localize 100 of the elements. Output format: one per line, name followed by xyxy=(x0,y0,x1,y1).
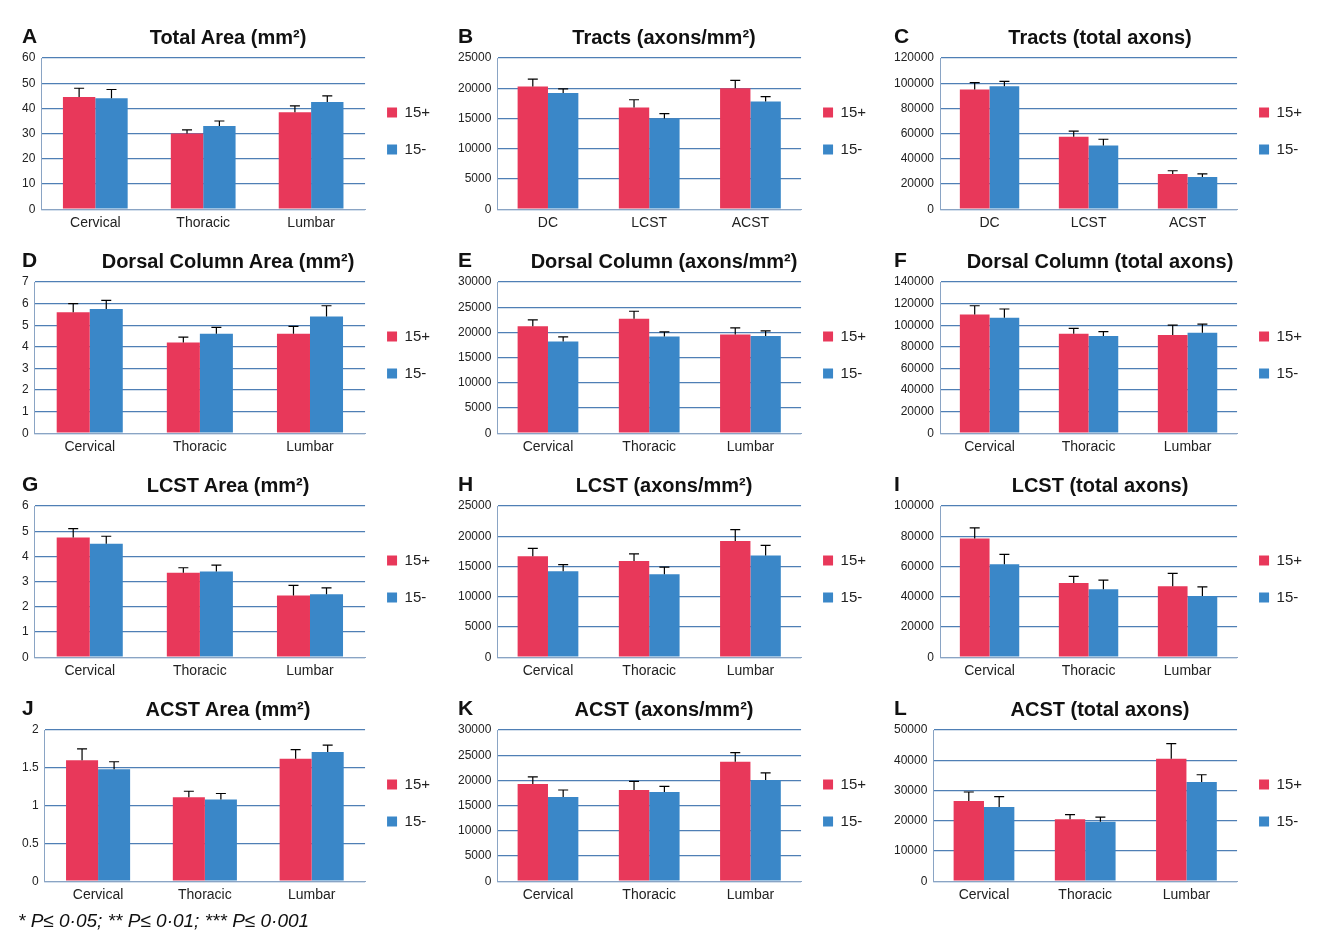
text: J xyxy=(22,696,34,720)
y-tick-label: 10000 xyxy=(457,823,492,838)
x-tick-label: Lumbar xyxy=(287,214,336,231)
x-tick-label: Thoracic xyxy=(1061,662,1116,679)
y-tick-label: 0 xyxy=(28,201,36,216)
bar xyxy=(959,538,990,657)
chart-title: Tracts (axons/mm²) xyxy=(572,25,756,48)
text: * P≤ 0·05; ** P≤ 0·01; *** P≤ 0·001 xyxy=(18,910,311,932)
x-tick-label: Cervical xyxy=(964,662,1015,679)
bar xyxy=(649,336,680,433)
y-tick-label: 3 xyxy=(21,573,29,588)
bar xyxy=(98,769,131,881)
y-tick-label: 0 xyxy=(927,201,935,216)
bar xyxy=(750,335,781,433)
legend-label: 15- xyxy=(840,363,863,381)
y-tick-label: 50000 xyxy=(893,722,928,737)
legend-label: 15- xyxy=(1276,363,1299,381)
y-tick-label: 5000 xyxy=(464,400,492,415)
y-tick-label: 2 xyxy=(21,599,29,614)
bar xyxy=(204,799,237,881)
legend-label: 15+ xyxy=(404,550,431,568)
y-tick-label: 100000 xyxy=(894,75,935,90)
x-tick-label: Cervical xyxy=(64,662,116,679)
bar xyxy=(953,801,984,881)
y-tick-label: 0 xyxy=(21,425,29,440)
legend-label: 15+ xyxy=(840,102,867,120)
y-tick-label: 15000 xyxy=(457,110,492,125)
y-tick-label: 30000 xyxy=(893,782,928,797)
x-tick-label: Lumbar xyxy=(726,886,775,903)
text: D xyxy=(22,248,38,272)
bar xyxy=(1157,586,1188,657)
bar xyxy=(618,318,650,433)
chart-title: ACST (total axons) xyxy=(1010,697,1190,720)
y-tick-label: 40000 xyxy=(893,752,928,767)
bar xyxy=(547,93,579,209)
bar xyxy=(170,133,204,209)
x-tick-label: DC xyxy=(979,214,1000,231)
y-tick-label: 80000 xyxy=(900,339,935,354)
x-tick-label: Thoracic xyxy=(622,662,677,679)
x-tick-label: ACST xyxy=(731,214,770,231)
legend-label: 15- xyxy=(1276,139,1299,157)
text: F xyxy=(894,248,907,272)
bar xyxy=(547,571,579,657)
bar xyxy=(720,88,751,209)
x-tick-label: Cervical xyxy=(964,438,1015,455)
y-tick-label: 0 xyxy=(484,873,492,888)
chart-title: Dorsal Column (axons/mm²) xyxy=(530,249,798,272)
text: C xyxy=(894,24,910,48)
legend-label: 15+ xyxy=(404,326,431,344)
text: A xyxy=(22,24,38,48)
y-tick-label: 10000 xyxy=(457,141,492,156)
y-tick-label: 5 xyxy=(21,523,29,538)
x-tick-label: Lumbar xyxy=(287,886,336,903)
y-tick-label: 20 xyxy=(21,151,36,166)
x-tick-label: Thoracic xyxy=(622,886,677,903)
bar xyxy=(618,789,650,881)
chart-title: LCST Area (mm²) xyxy=(146,473,310,496)
legend-label: 15+ xyxy=(1276,550,1303,568)
x-tick-label: Thoracic xyxy=(178,886,232,903)
y-tick-label: 0.5 xyxy=(21,835,39,850)
bar xyxy=(1186,782,1217,881)
y-tick-label: 20000 xyxy=(457,528,492,543)
y-tick-label: 60000 xyxy=(900,360,935,375)
bar xyxy=(276,333,310,433)
legend-label: 15- xyxy=(1276,811,1299,829)
legend-label: 15+ xyxy=(404,102,431,120)
bar xyxy=(547,341,579,433)
y-tick-label: 1 xyxy=(21,403,29,418)
y-tick-label: 25000 xyxy=(457,747,492,762)
bar xyxy=(720,761,751,881)
x-tick-label: Lumbar xyxy=(1163,662,1212,679)
x-tick-label: Cervical xyxy=(522,886,574,903)
bar xyxy=(517,783,548,881)
bar xyxy=(1058,583,1089,657)
x-tick-label: Thoracic xyxy=(173,438,227,455)
bar xyxy=(720,541,751,657)
y-tick-label: 6 xyxy=(21,295,29,310)
bar xyxy=(1187,177,1218,209)
legend-label: 15+ xyxy=(840,326,867,344)
chart-title: Dorsal Column (total axons) xyxy=(966,249,1234,272)
bar xyxy=(1157,334,1188,433)
bar xyxy=(89,309,123,433)
x-tick-label: Lumbar xyxy=(726,438,775,455)
y-tick-label: 100000 xyxy=(894,498,935,513)
x-tick-label: Cervical xyxy=(70,214,121,231)
x-tick-label: Lumbar xyxy=(726,662,775,679)
legend-label: 15+ xyxy=(404,774,431,792)
y-tick-label: 15000 xyxy=(457,349,492,364)
legend-label: 15+ xyxy=(840,774,867,792)
x-tick-label: Lumbar xyxy=(286,438,335,455)
y-tick-label: 25000 xyxy=(457,299,492,314)
bar xyxy=(309,316,344,433)
legend-label: 15+ xyxy=(1276,326,1303,344)
y-tick-label: 40000 xyxy=(900,382,935,397)
bar xyxy=(56,537,90,657)
text: I xyxy=(894,472,900,496)
bar xyxy=(1058,333,1089,433)
y-tick-label: 40000 xyxy=(900,151,935,166)
legend-label: 15+ xyxy=(1276,774,1303,792)
x-tick-label: Cervical xyxy=(522,662,574,679)
